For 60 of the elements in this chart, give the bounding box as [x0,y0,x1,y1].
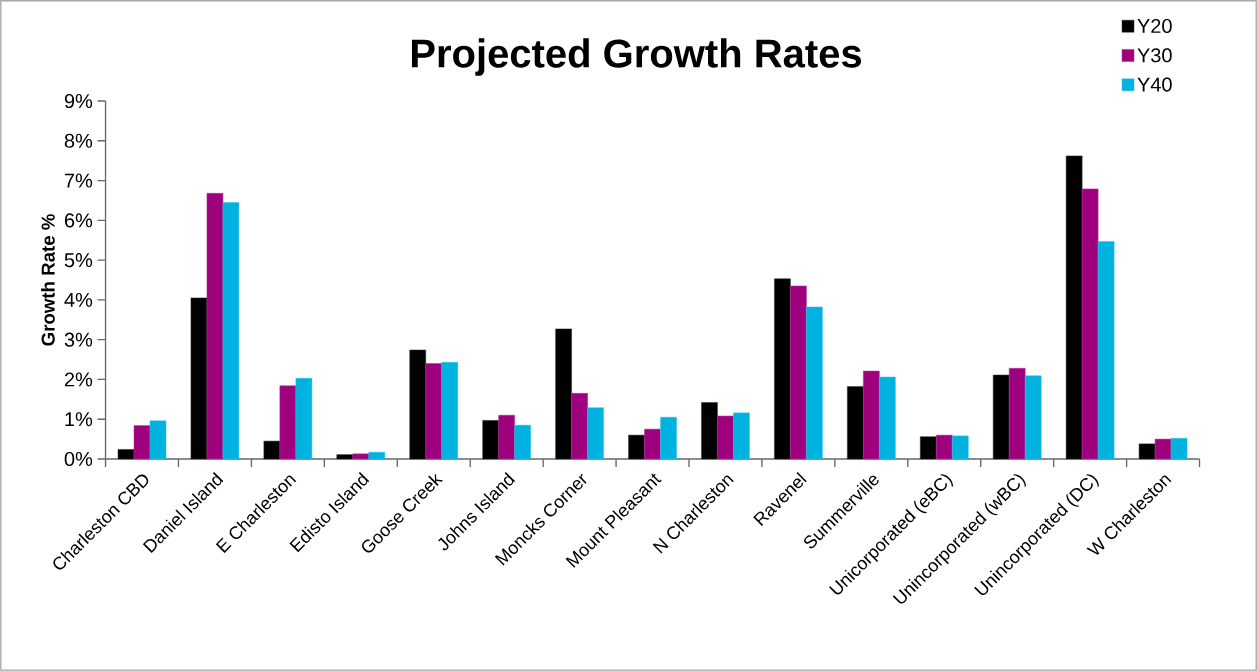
bar [1170,438,1188,460]
bar [498,414,515,460]
y-tick-label: 3% [64,332,93,347]
bar [295,377,313,460]
bar [1097,241,1115,460]
y-tick-label: 0% [64,451,93,467]
bar [847,386,864,460]
bar [336,454,354,460]
bar [482,420,499,460]
bar [352,453,370,460]
bar [644,428,661,460]
legend-label: Y30 [1137,48,1172,63]
y-tick-label: 7% [64,173,93,188]
y-tick-label: 6% [64,213,93,228]
y-tick-label: 8% [64,133,93,148]
bar [1065,155,1083,460]
chart-title: Projected Growth Rates [411,38,862,76]
y-tick-label: 2% [64,372,93,387]
bar [149,420,167,460]
bar [279,385,297,460]
bar [1024,375,1042,460]
bar [514,424,531,460]
bar [441,362,459,460]
y-tick-label: 9% [64,93,93,109]
bar [368,451,386,460]
bar [117,449,135,460]
bar [1138,443,1156,460]
bar [733,412,750,460]
bar [190,297,208,460]
bar [952,435,969,460]
bar [555,328,572,460]
bar [263,440,281,460]
bar [806,306,823,460]
bar [701,402,718,460]
bar [206,193,224,460]
legend-label: Y20 [1137,18,1172,34]
bar [992,374,1010,460]
bar [920,436,937,460]
bar [409,349,427,460]
bar [1081,188,1099,460]
bar [936,434,953,460]
y-tick-label: 4% [64,292,93,307]
y-tick-label: 5% [64,253,93,268]
bar [425,363,443,460]
bar [774,278,791,460]
bar [660,416,677,460]
bar [222,202,240,460]
bar [628,434,645,460]
bar [571,393,588,460]
bar [587,407,604,460]
bar [790,285,807,460]
y-tick-label: 1% [65,412,93,427]
legend-label: Y40 [1137,77,1172,92]
bar [1154,438,1172,460]
bar [1008,368,1026,460]
bar [133,425,151,460]
bar [863,370,880,460]
y-axis-title: Growth Rate % [41,214,55,346]
bar [717,415,734,460]
bar [879,376,896,460]
